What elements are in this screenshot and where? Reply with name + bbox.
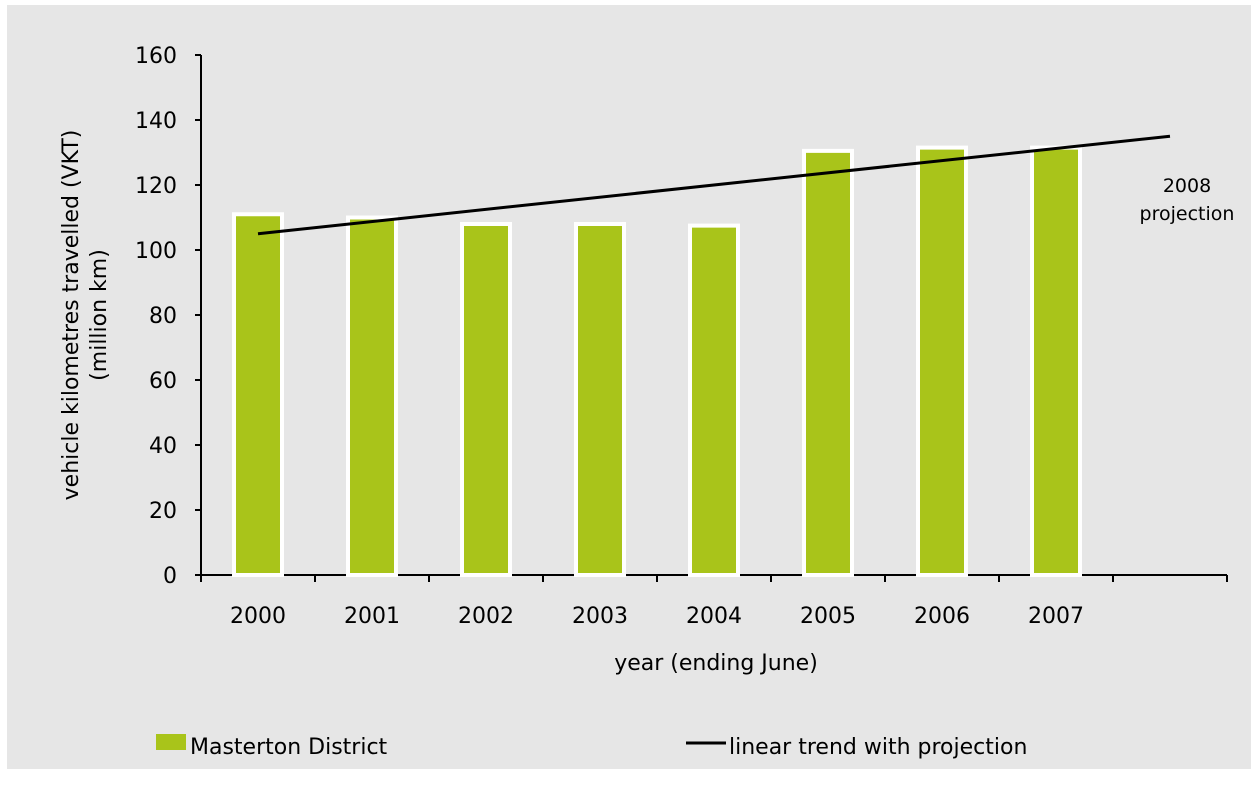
x-tick-label: 2001 — [344, 604, 400, 629]
x-tick-label: 2007 — [1028, 604, 1084, 629]
y-axis-title-line: vehicle kilometres travelled (VKT) — [59, 130, 84, 501]
y-tick-label: 100 — [135, 239, 177, 264]
bar — [574, 222, 626, 577]
x-tick-label: 2002 — [458, 604, 514, 629]
y-tick-label: 20 — [149, 499, 177, 524]
y-tick-label: 0 — [163, 564, 177, 589]
bar — [916, 145, 968, 577]
bar — [1030, 145, 1082, 577]
bar — [346, 215, 398, 577]
y-axis-title-line: (million km) — [87, 249, 112, 381]
y-tick-label: 40 — [149, 434, 177, 459]
legend-label-bars: Masterton District — [190, 735, 388, 760]
y-axis: 0 20 40 60 80 100 120 140 160 — [135, 44, 202, 589]
legend-swatch-bars — [156, 734, 186, 750]
x-tick-label: 2004 — [686, 604, 742, 629]
legend-label-trend: linear trend with projection — [729, 735, 1027, 760]
x-tick-label: 2000 — [230, 604, 286, 629]
bar — [688, 223, 740, 577]
y-tick-label: 140 — [135, 109, 177, 134]
x-tick-label: 2006 — [914, 604, 970, 629]
bar — [802, 148, 854, 577]
trend-line-group: 2008 projection — [257, 134, 1235, 236]
bar-series — [232, 145, 1082, 577]
trend-line — [257, 134, 1171, 236]
x-tick-label: 2005 — [800, 604, 856, 629]
bar — [460, 222, 512, 577]
y-axis-title: vehicle kilometres travelled (VKT) (milli… — [59, 130, 112, 501]
y-tick-label: 160 — [135, 44, 177, 69]
y-tick-label: 60 — [149, 369, 177, 394]
x-tick-label: 2003 — [572, 604, 628, 629]
y-tick-label: 80 — [149, 304, 177, 329]
y-tick-label: 120 — [135, 174, 177, 199]
legend: Masterton District linear trend with pro… — [156, 734, 1027, 760]
x-axis-title: year (ending June) — [614, 651, 818, 676]
trend-annotation: 2008 — [1163, 175, 1211, 197]
trend-annotation: projection — [1140, 203, 1235, 225]
bar — [232, 212, 284, 577]
